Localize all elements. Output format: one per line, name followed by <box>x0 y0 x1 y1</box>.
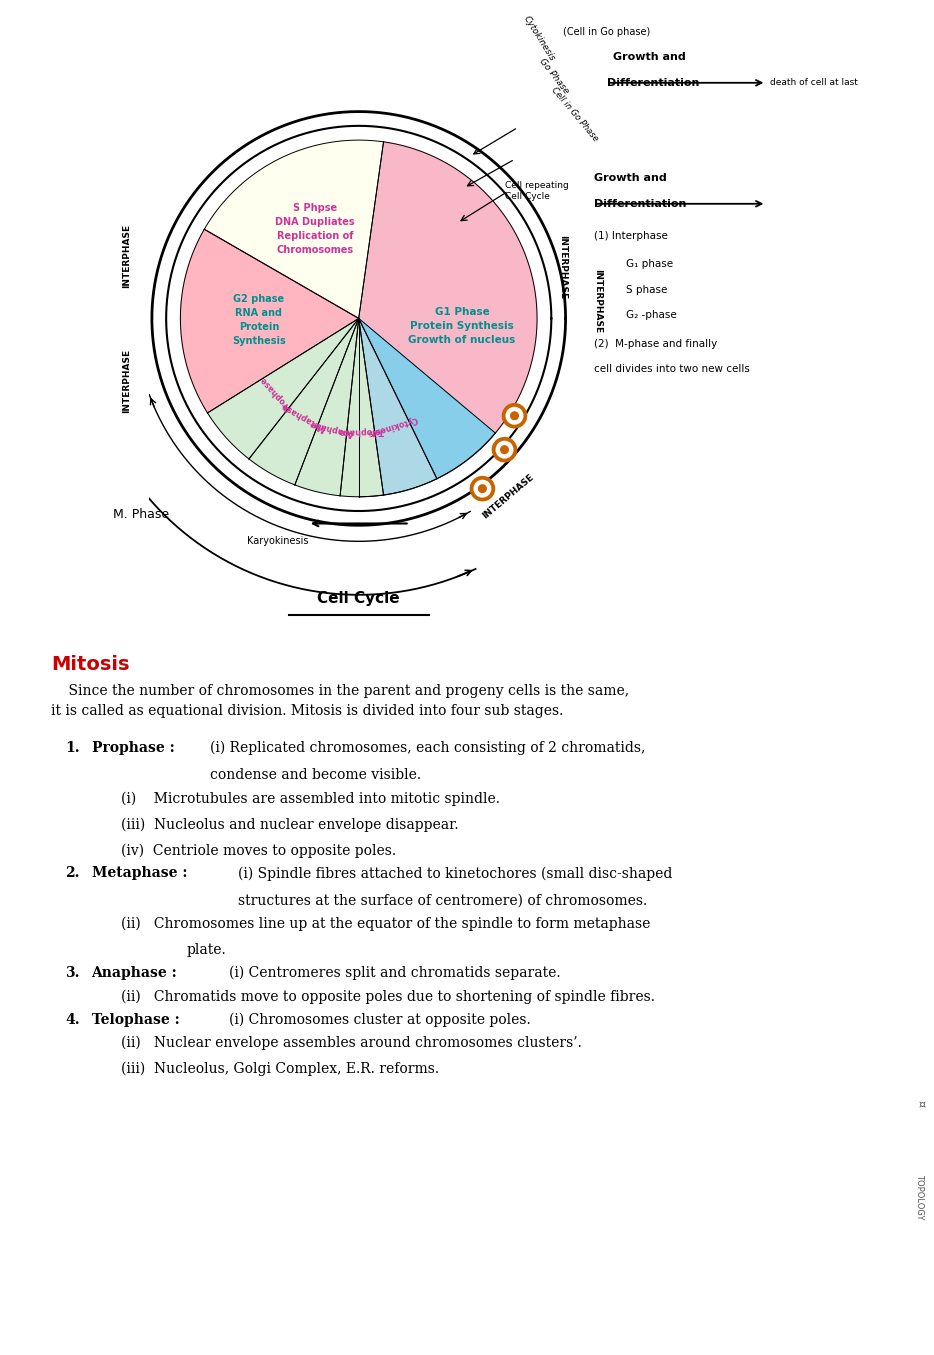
Text: Cell in Go Phase: Cell in Go Phase <box>550 85 601 144</box>
Text: (iv)  Centriole moves to opposite poles.: (iv) Centriole moves to opposite poles. <box>121 843 397 858</box>
Text: INTERPHASE: INTERPHASE <box>593 268 602 333</box>
Text: Telophase: Telophase <box>338 425 384 436</box>
Polygon shape <box>205 140 384 318</box>
Text: Cytokinesis: Cytokinesis <box>521 14 556 62</box>
Text: M. Phase: M. Phase <box>113 508 170 520</box>
Text: (Cell in Go phase): (Cell in Go phase) <box>562 27 650 37</box>
Text: (2)  M-phase and finally: (2) M-phase and finally <box>594 339 717 348</box>
Text: TOPOLOGY: TOPOLOGY <box>915 1175 925 1220</box>
Text: Anaphase :: Anaphase : <box>92 966 177 980</box>
Polygon shape <box>207 318 359 459</box>
Text: structures at the surface of centromere) of chromosomes.: structures at the surface of centromere)… <box>238 894 647 908</box>
Circle shape <box>474 481 490 497</box>
Text: death of cell at last: death of cell at last <box>770 79 857 87</box>
Circle shape <box>471 477 494 501</box>
Text: (i)    Microtubules are assembled into mitotic spindle.: (i) Microtubules are assembled into mito… <box>121 791 501 806</box>
Circle shape <box>506 408 523 424</box>
Text: Metaphase :: Metaphase : <box>92 866 187 881</box>
Text: (1) Interphase: (1) Interphase <box>594 230 668 241</box>
Text: (iii)  Nucleolus and nuclear envelope disappear.: (iii) Nucleolus and nuclear envelope dis… <box>121 817 459 832</box>
Text: Cytokinesis: Cytokinesis <box>365 413 417 438</box>
Text: condense and become visible.: condense and become visible. <box>210 768 421 782</box>
Circle shape <box>511 412 518 420</box>
Circle shape <box>502 404 527 428</box>
Text: 4.: 4. <box>65 1012 80 1027</box>
Text: S Phpse
DNA Dupliates
Replication of
Chromosomes: S Phpse DNA Dupliates Replication of Chr… <box>276 203 355 255</box>
Text: INTERPHASE: INTERPHASE <box>122 224 132 289</box>
Text: (i) Centromeres split and chromatids separate.: (i) Centromeres split and chromatids sep… <box>229 966 560 981</box>
Text: Metaphase: Metaphase <box>279 400 328 432</box>
Text: G1 Phase
Protein Synthesis
Growth of nucleus: G1 Phase Protein Synthesis Growth of nuc… <box>408 306 516 344</box>
Text: Growth and: Growth and <box>594 173 667 183</box>
Text: (ii)   Chromosomes line up at the equator of the spindle to form metaphase: (ii) Chromosomes line up at the equator … <box>121 917 651 931</box>
Polygon shape <box>340 318 384 497</box>
Polygon shape <box>359 318 495 478</box>
Text: Anaphase: Anaphase <box>310 419 355 438</box>
Polygon shape <box>295 318 359 496</box>
Text: Telophase :: Telophase : <box>92 1012 179 1027</box>
Text: Cell Cycle: Cell Cycle <box>318 591 400 606</box>
Text: Karyokinesis: Karyokinesis <box>247 537 308 546</box>
Text: cell divides into two new cells: cell divides into two new cells <box>594 364 750 374</box>
Text: (iii)  Nucleolus, Golgi Complex, E.R. reforms.: (iii) Nucleolus, Golgi Complex, E.R. ref… <box>121 1061 440 1076</box>
Circle shape <box>478 485 487 492</box>
Text: ¤: ¤ <box>915 1100 925 1107</box>
Text: Prophase: Prophase <box>258 375 293 412</box>
Text: S phase: S phase <box>626 285 668 295</box>
Text: Cell repeating
Cell Cycle: Cell repeating Cell Cycle <box>505 180 569 202</box>
Text: INTERPHASE: INTERPHASE <box>122 348 132 413</box>
Circle shape <box>496 442 513 458</box>
Text: 2.: 2. <box>65 866 80 881</box>
Text: G₂ -phase: G₂ -phase <box>626 310 677 320</box>
Circle shape <box>501 446 508 454</box>
Polygon shape <box>359 318 437 495</box>
Text: 1.: 1. <box>65 741 80 755</box>
Text: Growth and: Growth and <box>614 53 686 62</box>
Text: (i) Replicated chromosomes, each consisting of 2 chromatids,: (i) Replicated chromosomes, each consist… <box>210 741 645 755</box>
Text: Since the number of chromosomes in the parent and progeny cells is the same,
it : Since the number of chromosomes in the p… <box>51 683 630 718</box>
Text: Go Phase: Go Phase <box>537 57 570 96</box>
Text: (ii)   Nuclear envelope assembles around chromosomes clusters’.: (ii) Nuclear envelope assembles around c… <box>121 1035 582 1050</box>
Text: plate.: plate. <box>187 943 227 957</box>
Text: (i) Chromosomes cluster at opposite poles.: (i) Chromosomes cluster at opposite pole… <box>229 1012 531 1027</box>
Text: (ii)   Chromatids move to opposite poles due to shortening of spindle fibres.: (ii) Chromatids move to opposite poles d… <box>121 989 656 1004</box>
Text: (i) Spindle fibres attached to kinetochores (small disc-shaped: (i) Spindle fibres attached to kinetocho… <box>238 866 672 881</box>
Text: G₁ phase: G₁ phase <box>626 259 673 270</box>
Text: INTERPHASE: INTERPHASE <box>480 472 535 520</box>
Polygon shape <box>180 229 359 413</box>
Text: 3.: 3. <box>65 966 80 980</box>
Text: G2 phase
RNA and
Protein
Synthesis: G2 phase RNA and Protein Synthesis <box>232 294 286 346</box>
Text: Prophase :: Prophase : <box>92 741 175 755</box>
Text: Differentiation: Differentiation <box>594 199 686 209</box>
Polygon shape <box>359 142 537 497</box>
Polygon shape <box>249 318 359 485</box>
Text: Differentiation: Differentiation <box>607 77 700 88</box>
Text: INTERPHASE: INTERPHASE <box>558 236 567 299</box>
Text: Mitosis: Mitosis <box>51 654 130 673</box>
Circle shape <box>492 438 517 462</box>
